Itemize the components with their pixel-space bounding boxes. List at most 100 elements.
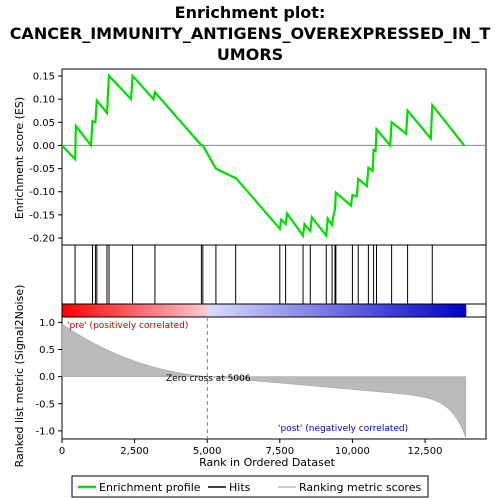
heatmap-segment <box>199 304 204 317</box>
heatmap-segment <box>247 304 253 317</box>
heatmap-segment <box>175 304 180 317</box>
x-tick-label: 5,000 <box>193 446 222 457</box>
rank-ytick-label: 0.0 <box>39 372 55 383</box>
heatmap-segment <box>114 304 120 317</box>
heatmap-segment <box>170 304 176 317</box>
heatmap-segment <box>118 304 124 317</box>
heatmap-segment <box>187 304 192 317</box>
heatmap-segment <box>449 304 455 317</box>
es-ytick-label: -0.10 <box>29 187 55 198</box>
heatmap-segment <box>211 304 216 317</box>
es-ytick-label: 0.05 <box>33 118 55 129</box>
heatmap-segment <box>393 304 398 317</box>
rank-ylabel: Ranked list metric (Signal2Noise) <box>13 285 26 468</box>
legend: Enrichment profile Hits Ranking metric s… <box>71 475 429 498</box>
heatmap-segment <box>86 304 91 317</box>
heatmap-segment <box>312 304 317 317</box>
heatmap-segment <box>110 304 116 317</box>
heatmap-segment <box>405 304 410 317</box>
heatmap-segment <box>344 304 350 317</box>
heatmap-segment <box>90 304 95 317</box>
heatmap-segment <box>364 304 370 317</box>
heatmap-segment <box>348 304 354 317</box>
rank-ytick-label: 1.0 <box>39 318 55 329</box>
heatmap-segment <box>360 304 366 317</box>
heatmap-segment <box>166 304 172 317</box>
heatmap-segment <box>417 304 422 317</box>
heatmap-segment <box>154 304 160 317</box>
heatmap-segment <box>227 304 233 317</box>
heatmap-segment <box>267 304 273 317</box>
legend-enrichment-label: Enrichment profile <box>99 481 201 494</box>
heatmap-segment <box>134 304 140 317</box>
post-label: 'post' (negatively correlated) <box>278 424 408 434</box>
heatmap-segment <box>376 304 382 317</box>
heatmap-segment <box>429 304 434 317</box>
heatmap-segment <box>328 304 334 317</box>
heatmap-segment <box>231 304 237 317</box>
heatmap-segment <box>457 304 463 317</box>
heatmap-segment <box>158 304 164 317</box>
heatmap-segment <box>74 304 79 317</box>
zero-cross-label: Zero cross at 5006 <box>166 374 251 384</box>
heatmap-segment <box>219 304 225 317</box>
heatmap-segment <box>421 304 426 317</box>
heatmap-segment <box>98 304 103 317</box>
heatmap-segment <box>300 304 305 317</box>
heatmap-segment <box>388 304 394 317</box>
heatmap-segment <box>284 304 289 317</box>
heatmap-segment <box>401 304 406 317</box>
pre-label: 'pre' (positively correlated) <box>67 321 188 331</box>
heatmap-segment <box>384 304 390 317</box>
heatmap-segment <box>106 304 112 317</box>
es-ylabel: Enrichment score (ES) <box>13 97 26 219</box>
heatmap-segment <box>437 304 443 317</box>
heatmap-segment <box>441 304 447 317</box>
heatmap-segment <box>271 304 277 317</box>
heatmap-segment <box>352 304 358 317</box>
heatmap-segment <box>82 304 87 317</box>
heatmap-segment <box>130 304 136 317</box>
heatmap-segment <box>372 304 378 317</box>
rank-ytick-label: -0.5 <box>35 399 55 410</box>
heatmap-segment <box>142 304 148 317</box>
legend-hits-label: Hits <box>229 481 251 494</box>
legend-box <box>71 475 429 498</box>
es-ytick-label: -0.05 <box>29 164 55 175</box>
heatmap-segment <box>397 304 402 317</box>
hits-panel <box>61 244 487 305</box>
heatmap-segment <box>413 304 418 317</box>
heatmap-segment <box>292 304 297 317</box>
heatmap-segment <box>102 304 108 317</box>
heatmap-segment <box>380 304 386 317</box>
heatmap-segment <box>316 304 321 317</box>
rank-ytick-label: -1.0 <box>35 426 55 437</box>
heatmap-segment <box>122 304 128 317</box>
heatmap-segment <box>255 304 261 317</box>
enrichment-profile-line <box>61 73 466 239</box>
heatmap-segment <box>66 304 71 317</box>
heatmap-segment <box>235 304 241 317</box>
heatmap-segment <box>340 304 346 317</box>
es-panel-frame <box>61 68 487 246</box>
x-axis-label: Rank in Ordered Dataset <box>199 456 336 469</box>
heatmap-segment <box>279 304 285 317</box>
heatmap-segment <box>138 304 144 317</box>
heatmap-segment <box>207 304 212 317</box>
heatmap-segment <box>433 304 439 317</box>
heatmap-segment <box>62 304 67 317</box>
legend-ranking-label: Ranking metric scores <box>299 481 421 494</box>
rank-panel: 1.0 0.5 0.0 -0.5 -1.0 <box>35 316 487 440</box>
heatmap-segment <box>126 304 132 317</box>
heatmap-segment <box>150 304 156 317</box>
heatmap-segment <box>78 304 83 317</box>
heatmap-segment <box>409 304 414 317</box>
heatmap-segment <box>304 304 309 317</box>
heatmap-segment <box>453 304 459 317</box>
ranking-heatmap-bar <box>61 303 487 318</box>
chart-title-line2: CANCER_IMMUNITY_ANTIGENS_OVEREXPRESSED_I… <box>10 24 491 43</box>
es-ytick-label: 0.15 <box>33 71 55 82</box>
heatmap-segment <box>275 304 281 317</box>
x-axis: 0 2,500 5,000 7,500 10,000 12,500 <box>59 439 443 457</box>
heatmap-segment <box>324 304 330 317</box>
